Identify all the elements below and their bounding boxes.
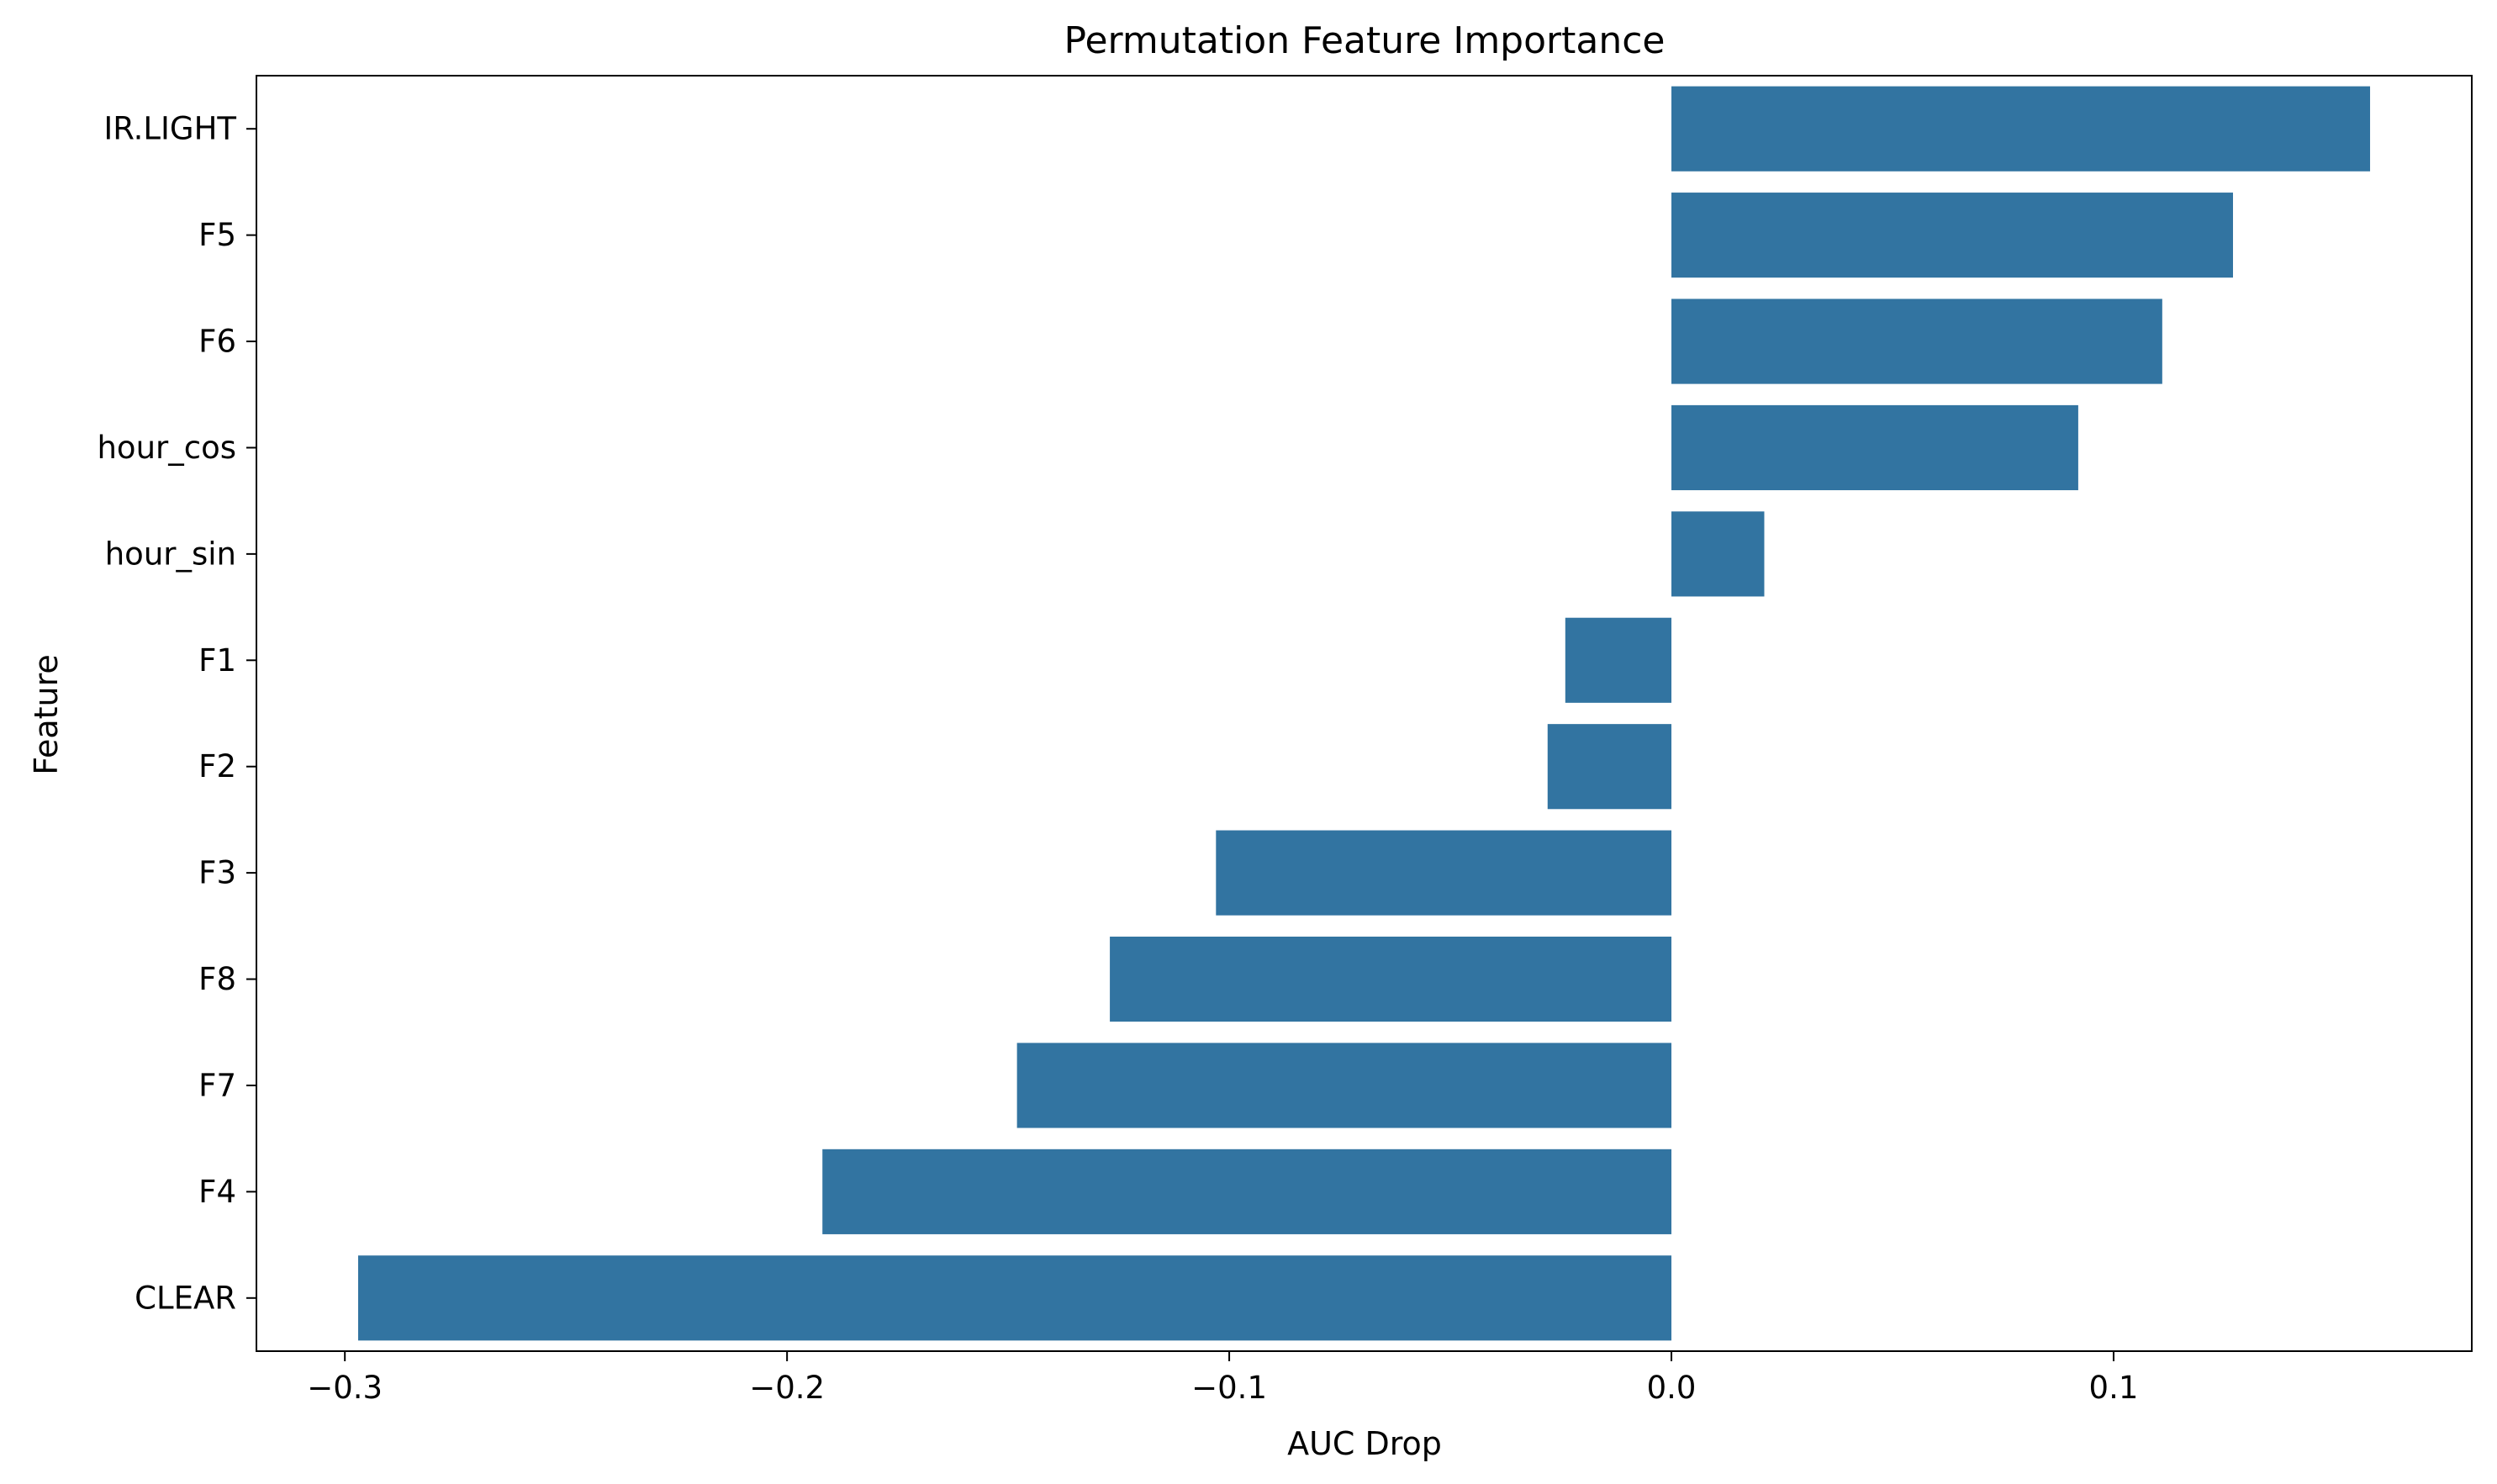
y-tick-label: F8 bbox=[198, 961, 236, 997]
bar-f8 bbox=[1110, 936, 1672, 1022]
chart-title: Permutation Feature Importance bbox=[1064, 19, 1666, 62]
x-ticks-group: −0.3 −0.2 −0.1 0.0 0.1 bbox=[307, 1351, 2138, 1406]
bars-group bbox=[357, 86, 2371, 1341]
y-tick-label: hour_cos bbox=[97, 430, 236, 466]
bar-f2 bbox=[1547, 724, 1672, 810]
y-tick-label: F7 bbox=[198, 1067, 236, 1103]
y-tick-label: F1 bbox=[198, 642, 236, 679]
y-tick-label: F2 bbox=[198, 748, 236, 784]
x-axis-label: AUC Drop bbox=[1287, 1425, 1442, 1462]
y-tick-label: F5 bbox=[198, 217, 236, 253]
plot-frame bbox=[256, 75, 2473, 1352]
bar-hour-cos bbox=[1671, 404, 2078, 491]
bar-f1 bbox=[1565, 617, 1672, 703]
bar-f7 bbox=[1016, 1043, 1672, 1128]
bar-f5 bbox=[1671, 193, 2233, 278]
y-tick-label: F6 bbox=[198, 324, 236, 360]
y-tick-label: CLEAR bbox=[135, 1280, 236, 1316]
bar-f3 bbox=[1216, 830, 1672, 916]
y-tick-label: IR.LIGHT bbox=[103, 111, 236, 147]
x-tick-label: −0.1 bbox=[1191, 1370, 1267, 1406]
x-tick-label: 0.0 bbox=[1647, 1370, 1697, 1406]
y-tick-label: hour_sin bbox=[105, 536, 236, 572]
x-tick-label: 0.1 bbox=[2089, 1370, 2139, 1406]
bar-ir-light bbox=[1671, 86, 2371, 172]
y-ticks-group: IR.LIGHT F5 F6 hour_cos hour_sin F1 F2 F3 F8 F7 F4… bbox=[97, 111, 256, 1316]
y-axis-label: Feature bbox=[28, 654, 65, 775]
bar-clear bbox=[357, 1255, 1672, 1341]
x-tick-label: −0.3 bbox=[307, 1370, 383, 1406]
y-tick-label: F3 bbox=[198, 855, 236, 891]
bar-f6 bbox=[1671, 298, 2162, 384]
bar-f4 bbox=[822, 1149, 1672, 1234]
bar-hour-sin bbox=[1671, 511, 1765, 597]
y-tick-label: F4 bbox=[198, 1174, 236, 1210]
x-tick-label: −0.2 bbox=[749, 1370, 825, 1406]
